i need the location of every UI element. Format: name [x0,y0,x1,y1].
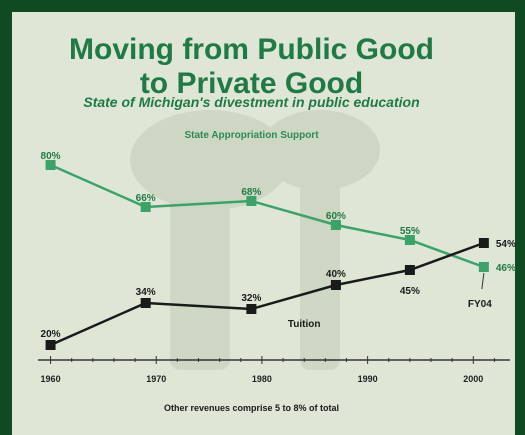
tuition-value-label: 32% [241,293,261,304]
fy04-pointer [481,272,485,290]
tuition-point [45,340,56,350]
slide-panel [12,12,515,435]
tuition-value-label: 40% [326,269,346,280]
state-point [45,160,56,170]
x-tick-label: 1990 [358,374,378,384]
state-value-label: 80% [41,151,61,162]
tuition-point [404,265,415,275]
state-value-label: 46% [496,263,516,274]
state-series-title: State Appropriation Support [184,130,319,141]
state-value-label: 68% [241,187,261,198]
state-point [404,235,415,245]
x-tick-label: 1960 [41,374,61,384]
x-tick-label: 1970 [146,374,166,384]
title-line-1: Moving from Public Good [69,33,434,66]
tuition-value-label: 20% [41,329,61,340]
tuition-value-label: 34% [136,287,156,298]
tuition-point [478,238,489,248]
state-point [140,202,151,212]
tuition-value-label: 54% [496,239,516,250]
state-point [330,220,341,230]
fy04-annotation: FY04 [468,299,492,310]
state-value-label: 55% [400,226,420,237]
state-point [246,196,257,206]
tuition-line [50,241,485,347]
tuition-point [246,304,257,314]
state-appropriation-line [50,163,485,269]
state-value-label: 60% [326,211,346,222]
x-tick-label: 2000 [463,374,483,384]
state-value-label: 66% [136,193,156,204]
tuition-value-label: 45% [400,286,420,297]
tuition-series-label: Tuition [288,319,321,330]
footnote: Other revenues comprise 5 to 8% of total [163,403,340,413]
state-point [478,262,489,272]
x-tick-label: 1980 [252,374,272,384]
title-line-2: to Private Good [139,67,364,100]
tuition-point [140,298,151,308]
subtitle: State of Michigan's divestment in public… [83,94,420,110]
tuition-point [330,280,341,290]
